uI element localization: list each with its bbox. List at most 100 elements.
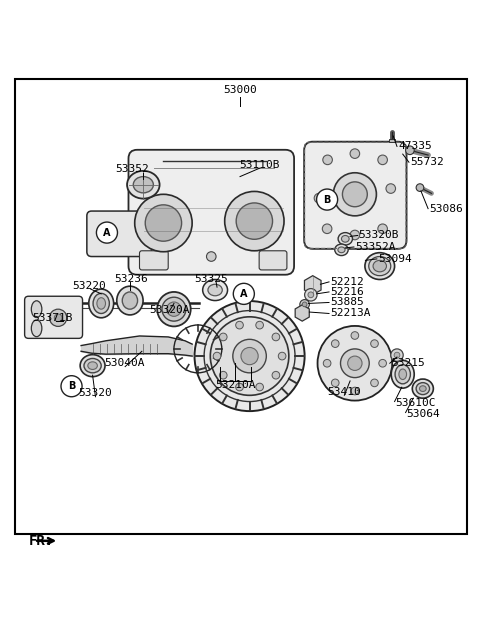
- Text: 52212: 52212: [330, 277, 364, 287]
- Ellipse shape: [88, 362, 97, 369]
- Ellipse shape: [127, 171, 159, 198]
- Circle shape: [348, 356, 362, 371]
- Circle shape: [233, 339, 266, 373]
- Text: 53410: 53410: [327, 387, 361, 397]
- Ellipse shape: [122, 292, 138, 309]
- Text: 53352A: 53352A: [355, 242, 396, 252]
- Circle shape: [236, 383, 243, 391]
- Circle shape: [300, 300, 310, 309]
- Text: 53210A: 53210A: [215, 380, 255, 390]
- Ellipse shape: [97, 298, 106, 309]
- Ellipse shape: [133, 177, 154, 193]
- FancyBboxPatch shape: [304, 141, 407, 249]
- FancyBboxPatch shape: [259, 251, 287, 270]
- FancyBboxPatch shape: [140, 251, 168, 270]
- Circle shape: [302, 302, 307, 307]
- Text: 53094: 53094: [378, 254, 411, 264]
- Text: A: A: [240, 289, 248, 299]
- Circle shape: [256, 321, 264, 329]
- Ellipse shape: [369, 257, 391, 275]
- Circle shape: [233, 284, 254, 304]
- Ellipse shape: [31, 301, 42, 317]
- Text: 53325: 53325: [194, 274, 228, 284]
- Text: 53000: 53000: [223, 85, 257, 95]
- Ellipse shape: [395, 365, 410, 384]
- Ellipse shape: [416, 382, 430, 394]
- Circle shape: [333, 173, 376, 216]
- Text: B: B: [324, 195, 331, 205]
- Ellipse shape: [89, 289, 114, 318]
- Circle shape: [342, 182, 367, 207]
- Circle shape: [351, 332, 359, 339]
- Circle shape: [236, 203, 273, 239]
- Circle shape: [386, 184, 396, 193]
- Text: 47335: 47335: [398, 141, 432, 151]
- Circle shape: [416, 184, 424, 192]
- Circle shape: [340, 349, 369, 377]
- Circle shape: [331, 379, 339, 387]
- Circle shape: [351, 387, 359, 395]
- Text: 53220: 53220: [72, 280, 106, 290]
- Ellipse shape: [373, 260, 386, 272]
- Text: 53064: 53064: [407, 409, 440, 419]
- Text: 53885: 53885: [330, 297, 364, 307]
- Text: 53320A: 53320A: [149, 305, 190, 315]
- Circle shape: [135, 194, 192, 252]
- Text: 53352: 53352: [115, 165, 149, 175]
- Circle shape: [371, 340, 378, 347]
- Ellipse shape: [335, 244, 348, 255]
- Ellipse shape: [412, 379, 433, 398]
- Text: 55732: 55732: [410, 157, 444, 167]
- Ellipse shape: [162, 297, 186, 321]
- Circle shape: [278, 352, 286, 360]
- FancyBboxPatch shape: [87, 211, 152, 257]
- Circle shape: [219, 333, 227, 341]
- Text: 53371B: 53371B: [32, 313, 72, 323]
- Circle shape: [406, 146, 414, 155]
- Circle shape: [314, 193, 324, 203]
- Text: A: A: [103, 228, 111, 238]
- Circle shape: [219, 371, 227, 379]
- Circle shape: [256, 383, 264, 391]
- Ellipse shape: [208, 284, 222, 295]
- Text: FR.: FR.: [28, 534, 54, 548]
- Circle shape: [272, 371, 280, 379]
- Circle shape: [318, 326, 392, 401]
- Circle shape: [394, 352, 400, 358]
- Circle shape: [241, 347, 258, 365]
- Circle shape: [378, 224, 387, 233]
- Ellipse shape: [117, 286, 143, 315]
- Text: 53110B: 53110B: [239, 160, 279, 170]
- Text: 53040A: 53040A: [104, 358, 144, 368]
- Ellipse shape: [399, 369, 407, 379]
- Circle shape: [331, 340, 339, 347]
- Circle shape: [378, 155, 387, 165]
- Text: B: B: [68, 381, 75, 391]
- Circle shape: [323, 155, 332, 165]
- Ellipse shape: [338, 247, 345, 253]
- Ellipse shape: [341, 235, 349, 242]
- Ellipse shape: [365, 253, 395, 279]
- Circle shape: [145, 205, 181, 241]
- Circle shape: [350, 230, 360, 240]
- Text: 53215: 53215: [391, 358, 424, 368]
- Circle shape: [272, 333, 280, 341]
- Circle shape: [54, 314, 62, 322]
- Circle shape: [379, 359, 386, 367]
- Circle shape: [225, 192, 284, 251]
- Circle shape: [96, 222, 118, 243]
- Ellipse shape: [80, 355, 105, 377]
- Circle shape: [308, 292, 314, 298]
- Circle shape: [323, 224, 332, 233]
- Circle shape: [61, 376, 82, 397]
- Ellipse shape: [167, 302, 181, 316]
- Circle shape: [371, 379, 378, 387]
- FancyBboxPatch shape: [24, 296, 83, 339]
- Circle shape: [323, 359, 331, 367]
- Text: 52216: 52216: [330, 287, 364, 297]
- Circle shape: [206, 252, 216, 261]
- Circle shape: [350, 149, 360, 158]
- Text: 52213A: 52213A: [330, 309, 371, 319]
- Text: 53320B: 53320B: [359, 230, 399, 240]
- Bar: [389, 139, 395, 141]
